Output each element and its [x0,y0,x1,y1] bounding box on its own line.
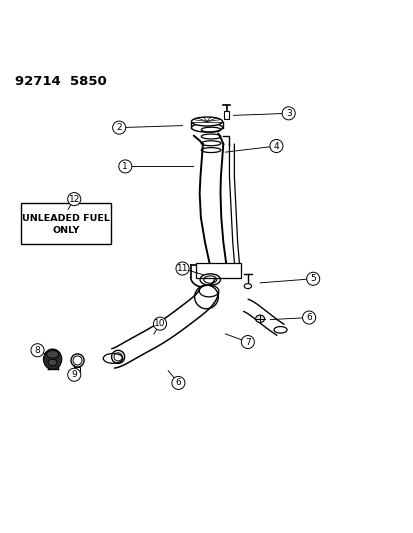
Text: 2: 2 [116,123,122,132]
Text: 5: 5 [310,274,315,283]
Ellipse shape [48,359,57,366]
FancyBboxPatch shape [75,367,79,372]
Circle shape [153,317,166,330]
Text: 3: 3 [285,109,291,118]
Text: 6: 6 [175,378,181,387]
Circle shape [241,336,254,349]
Text: 92714  5850: 92714 5850 [15,75,107,87]
Circle shape [306,272,319,285]
Ellipse shape [43,349,62,369]
Circle shape [68,368,81,381]
Circle shape [282,107,294,120]
FancyBboxPatch shape [223,111,229,119]
Circle shape [119,160,131,173]
Text: UNLEADED FUEL: UNLEADED FUEL [22,214,110,223]
Text: 4: 4 [273,141,279,150]
Text: 9: 9 [71,370,77,379]
Text: 10: 10 [154,319,165,328]
Ellipse shape [191,117,222,126]
Text: 7: 7 [244,337,250,346]
Circle shape [31,344,44,357]
Circle shape [112,121,126,134]
Text: 11: 11 [176,264,188,273]
Text: 12: 12 [69,195,80,204]
Text: 8: 8 [35,346,40,355]
Circle shape [68,192,81,206]
Ellipse shape [255,315,264,322]
Ellipse shape [199,285,218,297]
Ellipse shape [244,284,251,288]
Text: 1: 1 [122,162,128,171]
Text: ONLY: ONLY [52,227,80,236]
Ellipse shape [191,123,222,132]
FancyBboxPatch shape [21,203,111,244]
Ellipse shape [46,351,59,358]
Ellipse shape [103,353,123,364]
Ellipse shape [273,327,286,333]
FancyBboxPatch shape [195,263,240,278]
Circle shape [302,311,315,324]
Text: 6: 6 [306,313,311,322]
Circle shape [171,376,185,390]
Circle shape [176,262,189,275]
Circle shape [269,140,282,152]
